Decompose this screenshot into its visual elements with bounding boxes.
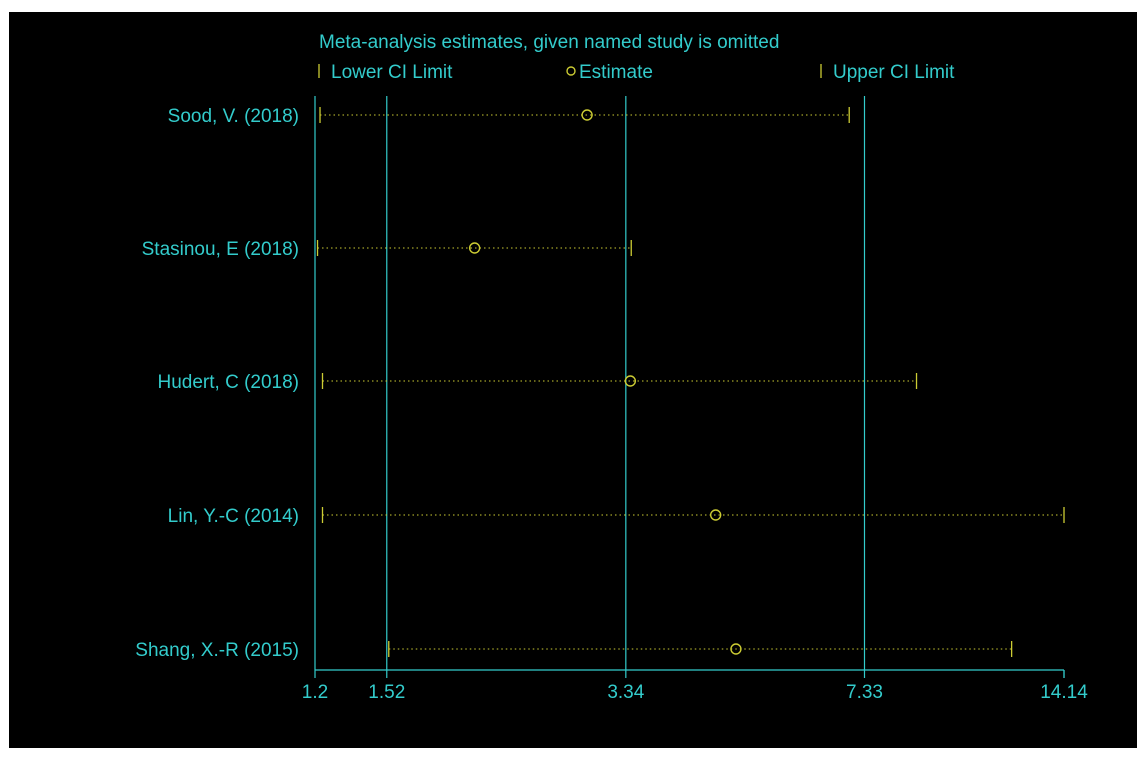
study-label: Stasinou, E (2018) <box>142 239 299 260</box>
study-label: Lin, Y.-C (2014) <box>168 506 299 527</box>
study-label: Shang, X.-R (2015) <box>135 640 299 661</box>
chart-frame: Meta-analysis estimates, given named stu… <box>9 12 1137 748</box>
x-tick-label: 14.14 <box>1040 682 1088 703</box>
x-tick-label: 1.52 <box>368 682 405 703</box>
study-row: Shang, X.-R (2015) <box>135 640 1013 661</box>
study-row: Lin, Y.-C (2014) <box>168 506 1065 527</box>
estimate-marker <box>468 242 481 254</box>
study-row: Sood, V. (2018) <box>168 106 850 127</box>
estimate-marker <box>581 109 593 121</box>
chart-title: Meta-analysis estimates, given named stu… <box>319 32 779 53</box>
x-tick-label: 7.33 <box>846 682 883 703</box>
legend-label: Upper CI Limit <box>833 62 955 83</box>
estimate-marker <box>624 375 637 387</box>
legend: Lower CI Limit Estimate Upper CI Limit <box>318 62 955 83</box>
estimate-marker <box>709 509 722 521</box>
study-label: Hudert, C (2018) <box>157 372 299 393</box>
estimate-marker <box>730 643 742 655</box>
legend-estimate-marker <box>566 66 576 76</box>
x-tick-label: 3.34 <box>607 682 644 703</box>
x-axis: 1.2 1.52 3.34 7.33 14.14 <box>302 96 1088 703</box>
study-label: Sood, V. (2018) <box>168 106 299 127</box>
study-row: Stasinou, E (2018) <box>142 239 632 260</box>
x-tick-label: 1.2 <box>302 682 328 703</box>
study-rows: Sood, V. (2018) Stasinou, E (2018) Hudert,… <box>135 106 1065 661</box>
legend-label: Estimate <box>579 62 653 83</box>
legend-label: Lower CI Limit <box>331 62 453 83</box>
study-row: Hudert, C (2018) <box>157 372 918 393</box>
forest-plot: Meta-analysis estimates, given named stu… <box>135 32 1088 703</box>
